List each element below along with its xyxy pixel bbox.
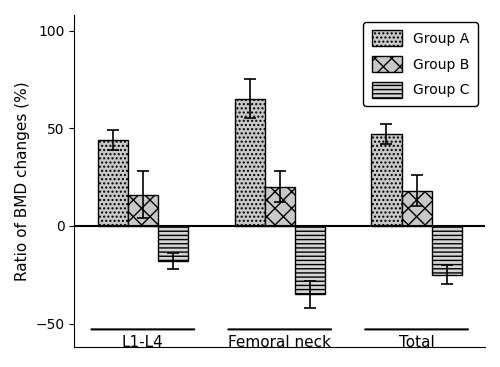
Bar	[98, 140, 128, 226]
Bar	[128, 195, 158, 226]
Text: Femoral neck: Femoral neck	[228, 335, 331, 350]
Bar	[402, 191, 432, 226]
Bar	[295, 226, 325, 294]
Text: L1-L4: L1-L4	[122, 335, 164, 350]
Bar	[264, 187, 295, 226]
Y-axis label: Ratio of BMD changes (%): Ratio of BMD changes (%)	[15, 81, 30, 281]
Text: Total: Total	[398, 335, 434, 350]
Bar	[158, 226, 188, 261]
Bar	[234, 99, 264, 226]
Bar	[372, 134, 402, 226]
Legend: Group A, Group B, Group C: Group A, Group B, Group C	[363, 22, 478, 106]
Bar	[432, 226, 462, 275]
